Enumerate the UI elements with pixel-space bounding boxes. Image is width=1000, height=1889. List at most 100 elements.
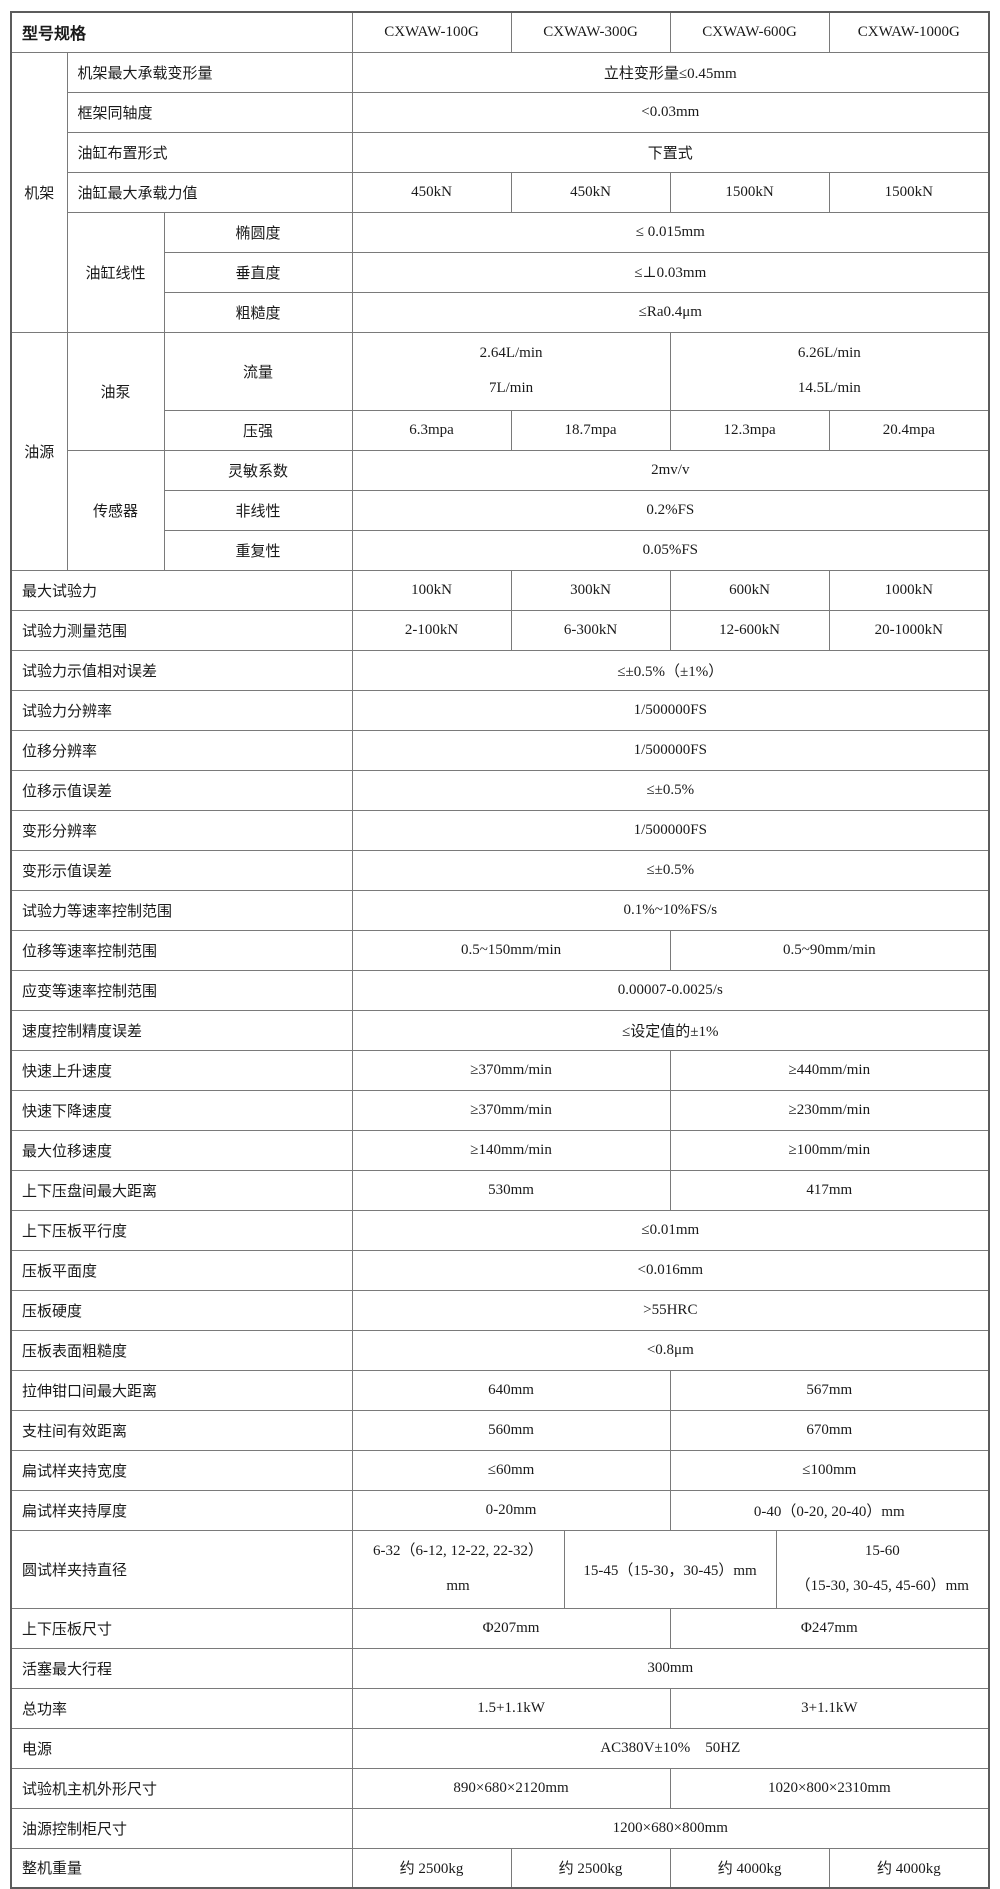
spec-value: 约 2500kg	[351, 1847, 512, 1889]
value-line: 6.26L/min	[797, 345, 861, 361]
spec-label: 快速上升速度	[10, 1049, 353, 1091]
value-line: 7L/min	[488, 380, 534, 396]
spec-label: 油缸最大承载力值	[66, 171, 353, 213]
spec-label: 应变等速率控制范围	[10, 969, 353, 1011]
table-row: 位移示值误差 ≤±0.5%	[10, 769, 990, 811]
table-row: 应变等速率控制范围 0.00007-0.0025/s	[10, 969, 990, 1011]
spec-value: 1020×800×2310mm	[669, 1767, 990, 1809]
table-row: 位移等速率控制范围 0.5~150mm/min 0.5~90mm/min	[10, 929, 990, 971]
spec-value: 6-32（6-12, 12-22, 22-32） mm	[351, 1529, 565, 1609]
spec-label: 位移示值误差	[10, 769, 353, 811]
value-line: 15-60	[864, 1543, 900, 1559]
spec-label: 位移等速率控制范围	[10, 929, 353, 971]
spec-value: AC380V±10% 50HZ	[351, 1727, 990, 1769]
spec-label: 框架同轴度	[66, 91, 353, 133]
spec-label: 最大位移速度	[10, 1129, 353, 1171]
spec-value: 0.05%FS	[351, 529, 990, 571]
spec-value: 2.64L/min 7L/min	[351, 331, 671, 411]
spec-label: 最大试验力	[10, 569, 353, 611]
spec-label: 机架最大承载变形量	[66, 51, 353, 93]
spec-value: 1500kN	[669, 171, 830, 213]
spec-label: 压板平面度	[10, 1249, 353, 1291]
spec-label: 试验力示值相对误差	[10, 649, 353, 691]
spec-value: 1/500000FS	[351, 729, 990, 771]
spec-value: >55HRC	[351, 1289, 990, 1331]
spec-label: 位移分辨率	[10, 729, 353, 771]
spec-value: ≤60mm	[351, 1449, 671, 1491]
spec-value: 6-300kN	[510, 609, 671, 651]
spec-value: ≤设定值的±1%	[351, 1009, 990, 1051]
spec-value: 0.5~150mm/min	[351, 929, 671, 971]
table-row: 非线性 0.2%FS	[11, 489, 990, 531]
table-row: 上下压板尺寸 Φ207mm Φ247mm	[10, 1607, 990, 1649]
spec-value: 约 4000kg	[828, 1847, 990, 1889]
table-row: 试验力示值相对误差 ≤±0.5%（±1%）	[10, 649, 990, 691]
table-row: 型号规格 CXWAW-100G CXWAW-300G CXWAW-600G CXWAW-…	[10, 11, 990, 53]
column-header-model-2: CXWAW-300G	[510, 11, 671, 53]
spec-label: 拉伸钳口间最大距离	[10, 1369, 353, 1411]
column-header-model-1: CXWAW-100G	[351, 11, 512, 53]
spec-value: 300mm	[351, 1647, 990, 1689]
spec-label: 试验力测量范围	[10, 609, 353, 651]
sub-label: 流量	[163, 331, 353, 411]
spec-value: ≤100mm	[669, 1449, 990, 1491]
table-row: 总功率 1.5+1.1kW 3+1.1kW	[10, 1687, 990, 1729]
section-label-sensor: 传感器	[66, 449, 165, 571]
spec-value: ≥440mm/min	[669, 1049, 990, 1091]
spec-value: 600kN	[669, 569, 830, 611]
spec-label: 上下压盘间最大距离	[10, 1169, 353, 1211]
spec-label: 油缸布置形式	[66, 131, 353, 173]
spec-value: ≤Ra0.4μm	[351, 291, 990, 333]
spec-value: ≤±0.5%	[351, 769, 990, 811]
spec-label: 油源控制柜尺寸	[10, 1807, 353, 1849]
table-row: 压板平面度 <0.016mm	[10, 1249, 990, 1291]
section-label-frame: 机架	[10, 51, 68, 333]
spec-value: 6.26L/min 14.5L/min	[669, 331, 990, 411]
value-line: 6-32（6-12, 12-22, 22-32）	[373, 1543, 544, 1559]
sub-label: 粗糙度	[163, 291, 353, 333]
spec-value: 20.4mpa	[828, 409, 990, 451]
table-row: 速度控制精度误差 ≤设定值的±1%	[10, 1009, 990, 1051]
spec-label: 变形分辨率	[10, 809, 353, 851]
table-row: 重复性 0.05%FS	[11, 529, 990, 571]
table-row: 整机重量约 2500kg 约 2500kg 约 4000kg 约 4000kg	[10, 1847, 990, 1889]
spec-label: 速度控制精度误差	[10, 1009, 353, 1051]
table-row: 拉伸钳口间最大距离 640mm 567mm	[10, 1369, 990, 1411]
spec-value: 20-1000kN	[828, 609, 990, 651]
table-row: 扁试样夹持厚度 0-20mm 0-40（0-20, 20-40）mm	[10, 1489, 990, 1531]
table-row: 压板硬度 >55HRC	[10, 1289, 990, 1331]
table-row: 变形示值误差 ≤±0.5%	[10, 849, 990, 891]
spec-label: 活塞最大行程	[10, 1647, 353, 1689]
table-row: 快速上升速度 ≥370mm/min ≥440mm/min	[10, 1049, 990, 1091]
spec-value: 2-100kN	[351, 609, 512, 651]
spec-value: 300kN	[510, 569, 671, 611]
table-row: 扁试样夹持宽度 ≤60mm ≤100mm	[10, 1449, 990, 1491]
sub-label: 压强	[163, 409, 353, 451]
spec-value: 560mm	[351, 1409, 671, 1451]
table-row: 油缸线性 椭圆度 ≤ 0.015mm	[11, 211, 990, 333]
section-label-oil-pump: 油泵	[66, 331, 165, 451]
table-row: 垂直度 ≤⊥0.03mm	[11, 251, 990, 293]
spec-label: 整机重量	[10, 1847, 353, 1889]
table-row: 电源 AC380V±10% 50HZ	[10, 1727, 990, 1769]
spec-value: 0.1%~10%FS/s	[351, 889, 990, 931]
spec-value: 890×680×2120mm	[351, 1767, 671, 1809]
spec-value: 0.5~90mm/min	[669, 929, 990, 971]
spec-value: 0-40（0-20, 20-40）mm	[669, 1489, 990, 1531]
spec-label: 快速下降速度	[10, 1089, 353, 1131]
spec-value: 530mm	[351, 1169, 671, 1211]
spec-label: 支柱间有效距离	[10, 1409, 353, 1451]
spec-value: ≤ 0.015mm	[351, 211, 990, 253]
spec-value: 6.3mpa	[351, 409, 512, 451]
spec-label: 压板表面粗糙度	[10, 1329, 353, 1371]
spec-label: 电源	[10, 1727, 353, 1769]
spec-value: 1500kN	[828, 171, 990, 213]
sub-label: 垂直度	[163, 251, 353, 293]
table-row: 最大位移速度 ≥140mm/min ≥100mm/min	[10, 1129, 990, 1171]
table-title: 型号规格	[10, 11, 353, 53]
spec-label: 试验力分辨率	[10, 689, 353, 731]
table-row: 试验力测量范围 2-100kN 6-300kN 12-600kN 20-1000kN	[10, 609, 990, 651]
table-row: 压板表面粗糙度 <0.8μm	[10, 1329, 990, 1371]
spec-label: 上下压板尺寸	[10, 1607, 353, 1649]
